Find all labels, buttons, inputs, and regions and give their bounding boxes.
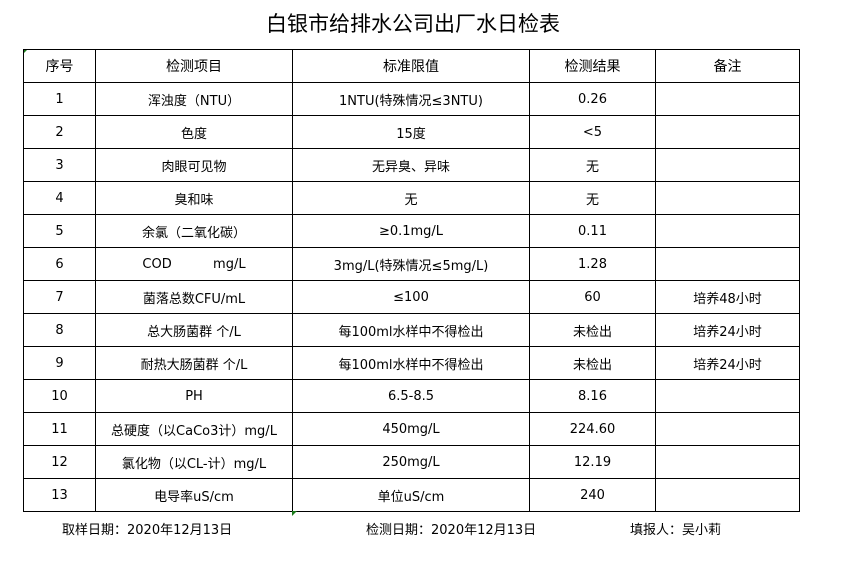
table-row: 12 氯化物（以CL-计）mg/L 250mg/L 12.19: [23, 445, 800, 479]
table-cell[interactable]: 1NTU(特殊情况≤3NTU): [292, 82, 530, 116]
table-cell[interactable]: [655, 247, 800, 281]
table-cell[interactable]: 0.26: [529, 82, 656, 116]
table-cell[interactable]: 11: [23, 412, 96, 446]
table-cell[interactable]: <5: [529, 115, 656, 149]
table-cell[interactable]: 总大肠菌群 个/L: [95, 313, 293, 347]
table-cell[interactable]: 菌落总数CFU/mL: [95, 280, 293, 314]
table-cell[interactable]: 肉眼可见物: [95, 148, 293, 182]
table-cell[interactable]: 250mg/L: [292, 445, 530, 479]
table-cell[interactable]: 无: [292, 181, 530, 215]
table-cell[interactable]: 每100ml水样中不得检出: [292, 313, 530, 347]
table-cell[interactable]: 2: [23, 115, 96, 149]
table-cell[interactable]: 0.11: [529, 214, 656, 248]
table-cell[interactable]: 培养24小时: [655, 313, 800, 347]
header-row: 序号 检测项目 标准限值 检测结果 备注: [23, 49, 800, 83]
table-cell[interactable]: ≤100: [292, 280, 530, 314]
table-cell[interactable]: 无异臭、异味: [292, 148, 530, 182]
header-cell[interactable]: 备注: [655, 49, 800, 83]
table-row: 4 臭和味无无: [23, 181, 800, 215]
table-cell[interactable]: [655, 115, 800, 149]
table-cell[interactable]: 臭和味: [95, 181, 293, 215]
table-cell[interactable]: 8: [23, 313, 96, 347]
table-cell[interactable]: PH: [95, 379, 293, 413]
table-cell[interactable]: 240: [529, 478, 656, 512]
table-cell[interactable]: 6.5-8.5: [292, 379, 530, 413]
table-cell[interactable]: 10: [23, 379, 96, 413]
table-cell[interactable]: 5: [23, 214, 96, 248]
sampling-date: 取样日期：2020年12月13日: [62, 523, 233, 538]
table-cell[interactable]: 每100ml水样中不得检出: [292, 346, 530, 380]
table-cell[interactable]: 3: [23, 148, 96, 182]
table-cell[interactable]: 耐热大肠菌群 个/L: [95, 346, 293, 380]
table-cell[interactable]: 总硬度（以CaCo3计）mg/L: [95, 412, 293, 446]
table-row: 13 电导率uS/cm 单位uS/cm 240: [23, 478, 800, 512]
table-cell[interactable]: 浑浊度（NTU）: [95, 82, 293, 116]
table-cell[interactable]: 1.28: [529, 247, 656, 281]
header-cell[interactable]: 序号: [23, 49, 96, 83]
table-cell[interactable]: 1: [23, 82, 96, 116]
table-cell[interactable]: 无: [529, 148, 656, 182]
table-cell[interactable]: 未检出: [529, 346, 656, 380]
table-cell[interactable]: [655, 379, 800, 413]
header-cell[interactable]: 标准限值: [292, 49, 530, 83]
table-cell[interactable]: 单位uS/cm: [292, 478, 530, 512]
table-cell[interactable]: 培养24小时: [655, 346, 800, 380]
table-cell[interactable]: 6: [23, 247, 96, 281]
page-title: 白银市给排水公司出厂水日检表: [266, 12, 560, 36]
table-cell[interactable]: 电导率uS/cm: [95, 478, 293, 512]
table-row: 11 总硬度（以CaCo3计）mg/L 450mg/L 224.60: [23, 412, 800, 446]
table-row: 9 耐热大肠菌群 个/L 每100ml水样中不得检出 未检出 培养24小时: [23, 346, 800, 380]
table-cell[interactable]: 12.19: [529, 445, 656, 479]
table-cell[interactable]: 氯化物（以CL-计）mg/L: [95, 445, 293, 479]
table-cell[interactable]: COD mg/L: [95, 247, 293, 281]
table-cell[interactable]: 3mg/L(特殊情况≤5mg/L): [292, 247, 530, 281]
table-cell[interactable]: 色度: [95, 115, 293, 149]
table-cell[interactable]: [655, 445, 800, 479]
table-cell[interactable]: 培养48小时: [655, 280, 800, 314]
table-row: 3 肉眼可见物 无异臭、异味无: [23, 148, 800, 182]
table-cell[interactable]: 余氯（二氧化碳）: [95, 214, 293, 248]
table-row: 10 PH 6.5-8.5 8.16: [23, 379, 800, 413]
table-cell[interactable]: 60: [529, 280, 656, 314]
inspection-table: 序号 检测项目 标准限值 检测结果 备注 1 浑浊度（NTU） 1NTU(特殊情况≤…: [23, 49, 800, 512]
table-cell[interactable]: [655, 148, 800, 182]
table-row: 5 余氯（二氧化碳） ≥0.1mg/L 0.11: [23, 214, 800, 248]
table-row: 2 色度 15度 <5: [23, 115, 800, 149]
table-cell[interactable]: [655, 478, 800, 512]
table-cell[interactable]: 8.16: [529, 379, 656, 413]
table-cell[interactable]: [655, 181, 800, 215]
table-cell[interactable]: 224.60: [529, 412, 656, 446]
table-row: 7 菌落总数CFU/mL ≤100 60 培养48小时: [23, 280, 800, 314]
table-row: 6 COD mg/L 3mg/L(特殊情况≤5mg/L) 1.28: [23, 247, 800, 281]
table-cell[interactable]: 450mg/L: [292, 412, 530, 446]
header-cell[interactable]: 检测结果: [529, 49, 656, 83]
header-cell[interactable]: 检测项目: [95, 49, 293, 83]
table-cell[interactable]: 15度: [292, 115, 530, 149]
table-cell[interactable]: 无: [529, 181, 656, 215]
table-cell[interactable]: [655, 412, 800, 446]
table-cell[interactable]: 7: [23, 280, 96, 314]
table-cell[interactable]: [655, 82, 800, 116]
table-cell[interactable]: 13: [23, 478, 96, 512]
reporter: 填报人：吴小莉: [630, 523, 722, 538]
table-row: 1 浑浊度（NTU） 1NTU(特殊情况≤3NTU) 0.26: [23, 82, 800, 116]
table-cell[interactable]: [655, 214, 800, 248]
table-row: 8 总大肠菌群 个/L 每100ml水样中不得检出 未检出 培养24小时: [23, 313, 800, 347]
table-cell[interactable]: 未检出: [529, 313, 656, 347]
test-date: 检测日期：2020年12月13日: [366, 523, 537, 538]
table-cell[interactable]: 4: [23, 181, 96, 215]
table-cell[interactable]: 9: [23, 346, 96, 380]
cell-indicator-mark: [292, 511, 297, 516]
table-cell[interactable]: ≥0.1mg/L: [292, 214, 530, 248]
table-cell[interactable]: 12: [23, 445, 96, 479]
